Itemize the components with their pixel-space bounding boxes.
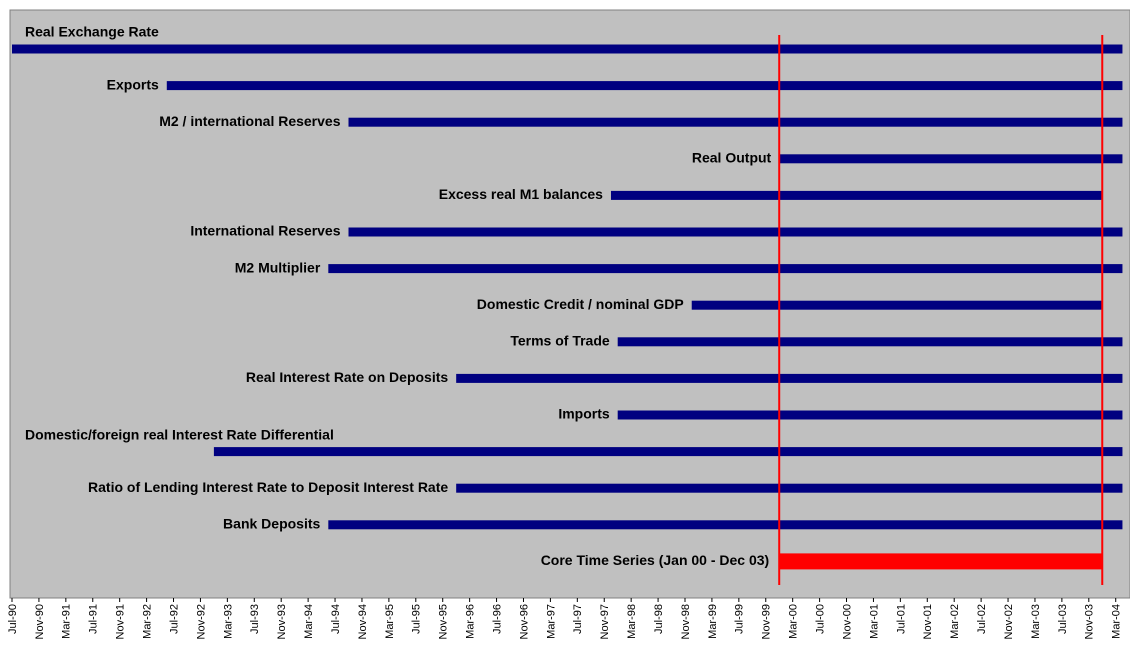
task-label: Domestic Credit / nominal GDP	[477, 296, 684, 312]
task-label: Terms of Trade	[510, 333, 610, 349]
task-label: M2 Multiplier	[235, 259, 321, 275]
x-tick-label: Nov-02	[1003, 604, 1015, 639]
x-tick-label: Nov-92	[195, 604, 207, 639]
x-tick-label: Jul-96	[491, 604, 503, 634]
bar	[348, 117, 1123, 127]
bar	[166, 81, 1123, 91]
task-label: Exports	[107, 76, 159, 92]
x-tick-label: Mar-92	[142, 604, 154, 639]
x-tick-label: Nov-93	[276, 604, 288, 639]
x-tick-label: Jul-02	[976, 604, 988, 634]
task-label: Real Exchange Rate	[25, 24, 159, 40]
x-tick-label: Jul-00	[815, 604, 827, 634]
task-label: Real Interest Rate on Deposits	[246, 369, 448, 385]
x-tick-label: Jul-97	[572, 604, 584, 634]
x-tick-label: Mar-99	[707, 604, 719, 639]
x-tick-label: Nov-01	[922, 604, 934, 639]
x-tick-label: Mar-96	[465, 604, 477, 639]
x-tick-label: Mar-03	[1030, 604, 1042, 639]
bar	[213, 447, 1123, 457]
bar	[610, 190, 1103, 200]
bar	[12, 44, 1123, 54]
x-tick-label: Mar-98	[626, 604, 638, 639]
x-tick-label: Jul-90	[7, 604, 19, 634]
bar	[617, 337, 1123, 347]
bar	[456, 373, 1123, 383]
x-tick-label: Nov-00	[841, 604, 853, 639]
bar	[328, 264, 1123, 274]
x-tick-label: Jul-98	[653, 604, 665, 634]
task-label: Bank Deposits	[223, 516, 320, 532]
task-label: Excess real M1 balances	[439, 186, 603, 202]
x-tick-label: Nov-99	[761, 604, 773, 639]
x-tick-label: Jul-99	[734, 604, 746, 634]
x-tick-label: Mar-93	[222, 604, 234, 639]
bar	[456, 483, 1123, 493]
x-tick-label: Nov-94	[357, 604, 369, 639]
task-label: Domestic/foreign real Interest Rate Diff…	[25, 426, 334, 442]
x-tick-label: Nov-95	[438, 604, 450, 639]
bar	[348, 227, 1123, 237]
x-tick-label: Nov-03	[1084, 604, 1096, 639]
x-tick-label: Jul-94	[330, 604, 342, 634]
x-tick-label: Nov-96	[518, 604, 530, 639]
x-tick-label: Nov-98	[680, 604, 692, 639]
x-tick-label: Mar-95	[384, 604, 396, 639]
highlight-bar	[779, 553, 1103, 570]
x-tick-label: Mar-97	[545, 604, 557, 639]
task-label: M2 / international Reserves	[159, 113, 341, 129]
x-tick-label: Jul-03	[1057, 604, 1069, 634]
x-tick-label: Mar-00	[788, 604, 800, 639]
bar	[328, 520, 1123, 530]
x-tick-label: Mar-01	[868, 604, 880, 639]
highlight-label: Core Time Series (Jan 00 - Dec 03)	[541, 552, 770, 568]
x-tick-label: Mar-91	[61, 604, 73, 639]
x-tick-label: Mar-02	[949, 604, 961, 639]
x-tick-label: Jul-91	[88, 604, 100, 634]
bar	[779, 154, 1123, 164]
x-tick-label: Jul-01	[895, 604, 907, 634]
task-label: Ratio of Lending Interest Rate to Deposi…	[88, 479, 448, 495]
task-label: Real Output	[692, 150, 772, 166]
x-tick-label: Nov-97	[599, 604, 611, 639]
x-tick-label: Mar-04	[1111, 604, 1123, 639]
task-label: International Reserves	[190, 223, 340, 239]
x-tick-label: Nov-91	[115, 604, 127, 639]
x-tick-label: Mar-94	[303, 604, 315, 639]
bar	[691, 300, 1103, 310]
task-label: Imports	[558, 406, 610, 422]
x-tick-label: Nov-90	[34, 604, 46, 639]
bar	[617, 410, 1123, 420]
x-tick-label: Jul-93	[249, 604, 261, 634]
x-tick-label: Jul-95	[411, 604, 423, 634]
x-tick-label: Jul-92	[168, 604, 180, 634]
